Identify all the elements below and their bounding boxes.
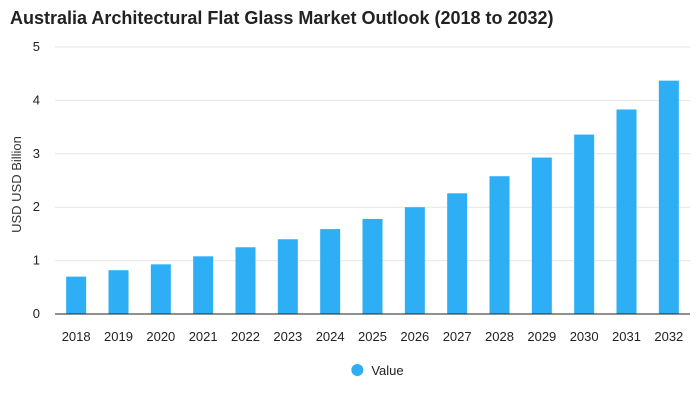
- x-tick-label: 2032: [654, 329, 683, 344]
- y-tick-label: 1: [33, 253, 40, 268]
- y-tick-label: 0: [33, 306, 40, 321]
- bar-2030: [574, 134, 595, 314]
- bar-2021: [193, 256, 214, 314]
- bar-2022: [235, 247, 256, 314]
- chart-title: Australia Architectural Flat Glass Marke…: [10, 8, 554, 28]
- x-tick-label: 2022: [231, 329, 260, 344]
- x-tick-label: 2027: [443, 329, 472, 344]
- y-tick-label: 2: [33, 199, 40, 214]
- x-tick-label: 2024: [316, 329, 345, 344]
- y-tick-label: 3: [33, 146, 40, 161]
- bar-2023: [277, 239, 298, 314]
- bar-2024: [320, 229, 341, 314]
- x-tick-label: 2020: [146, 329, 175, 344]
- legend-label[interactable]: Value: [371, 363, 403, 378]
- y-axis-title: USD USD Billion: [9, 136, 24, 233]
- bar-2026: [404, 207, 425, 314]
- bar-2025: [362, 218, 383, 314]
- x-tick-label: 2026: [400, 329, 429, 344]
- x-tick-label: 2019: [104, 329, 133, 344]
- y-tick-label: 4: [33, 92, 40, 107]
- x-tick-label: 2030: [570, 329, 599, 344]
- bar-2028: [489, 176, 510, 314]
- legend: Value: [351, 363, 404, 378]
- bar-2029: [531, 157, 552, 314]
- x-tick-label: 2029: [527, 329, 556, 344]
- x-tick-label: 2031: [612, 329, 641, 344]
- bar-2018: [66, 276, 87, 314]
- bar-2032: [658, 80, 679, 314]
- bar-2019: [108, 270, 129, 314]
- bars: [66, 80, 679, 314]
- bar-2031: [616, 109, 637, 314]
- legend-marker[interactable]: [351, 364, 364, 376]
- x-tick-label: 2025: [358, 329, 387, 344]
- bar-2027: [447, 193, 468, 314]
- x-tick-label: 2021: [189, 329, 218, 344]
- axes: 0 1 2 3 4 5 2018 2019 2020 2021 2022 2023 2024 2025 20…: [9, 39, 690, 344]
- bar-2020: [150, 264, 171, 314]
- x-tick-label: 2018: [62, 329, 91, 344]
- x-tick-label: 2023: [273, 329, 302, 344]
- y-tick-label: 5: [33, 39, 40, 54]
- x-tick-label: 2028: [485, 329, 514, 344]
